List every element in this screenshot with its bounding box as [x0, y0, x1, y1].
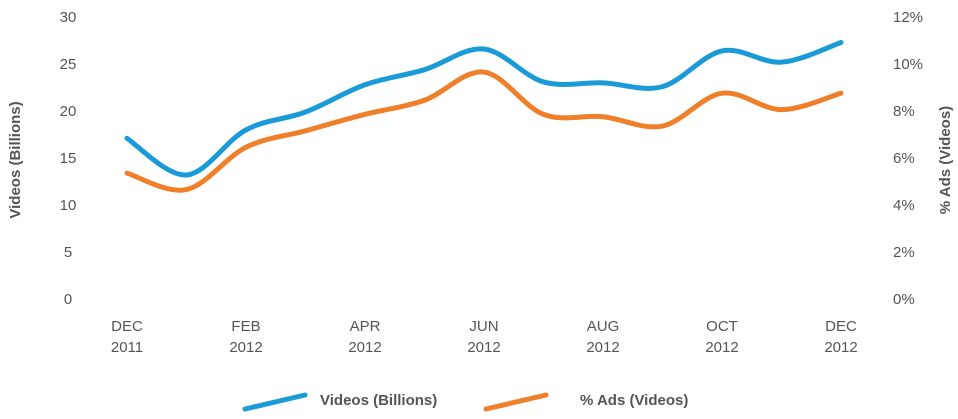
x-tick-label: 2012	[824, 339, 857, 356]
y2-tick-label: 12%	[893, 9, 923, 26]
y-tick-label: 20	[60, 103, 77, 120]
y-tick-label: 25	[60, 56, 77, 73]
y2-tick-label: 8%	[893, 103, 915, 120]
line	[124, 39, 844, 178]
x-tick-label: 2012	[586, 339, 619, 356]
x-tick-label: FEB	[231, 318, 260, 335]
legend-label: % Ads (Videos)	[580, 392, 688, 409]
x-tick-label: APR	[350, 318, 381, 335]
y-axis-title: Videos (Billions)	[7, 101, 24, 218]
y2-tick-label: 6%	[893, 150, 915, 167]
y-tick-label: 15	[60, 150, 77, 167]
x-tick-label: 2012	[705, 339, 738, 356]
y2-axis-title: % Ads (Videos)	[937, 106, 954, 214]
x-tick-label: JUN	[469, 318, 498, 335]
line	[124, 69, 844, 193]
x-tick-label: 2011	[111, 339, 143, 356]
legend-swatch	[483, 392, 549, 412]
x-tick-label: AUG	[587, 318, 620, 335]
y-tick-label: 10	[60, 197, 77, 214]
y-tick-label: 0	[64, 291, 72, 308]
y2-tick-label: 0%	[893, 291, 915, 308]
x-tick-label: DEC	[111, 318, 143, 335]
y-tick-label: 5	[64, 244, 72, 261]
x-tick-label: OCT	[706, 318, 738, 335]
legend-label: Videos (Billions)	[320, 392, 437, 409]
x-tick-label: DEC	[825, 318, 857, 335]
x-tick-label: 2012	[348, 339, 381, 356]
y2-tick-label: 10%	[893, 56, 923, 73]
x-tick-label: 2012	[467, 339, 500, 356]
y2-tick-label: 4%	[893, 197, 915, 214]
y2-tick-label: 2%	[893, 244, 915, 261]
x-tick-label: 2012	[229, 339, 262, 356]
y-tick-label: 30	[60, 9, 77, 26]
legend-swatch	[242, 392, 308, 412]
